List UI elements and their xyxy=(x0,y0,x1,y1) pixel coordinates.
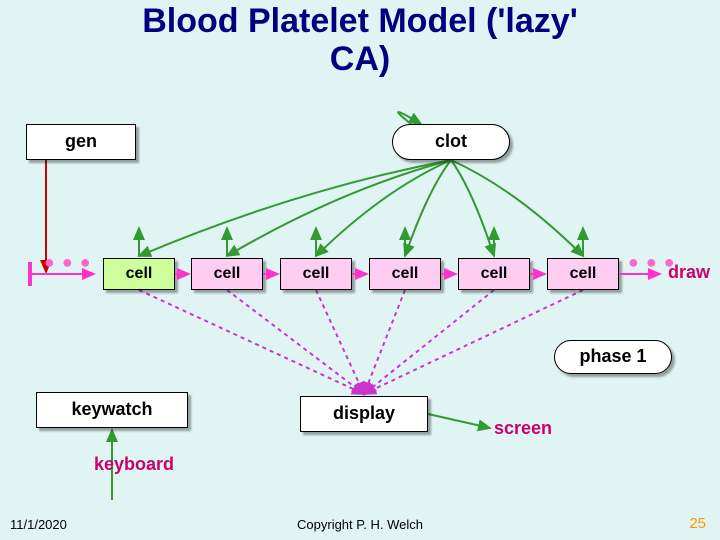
arrows-front xyxy=(0,0,720,540)
footer-page: 25 xyxy=(689,515,706,532)
footer-copyright: Copyright P. H. Welch xyxy=(0,517,720,532)
